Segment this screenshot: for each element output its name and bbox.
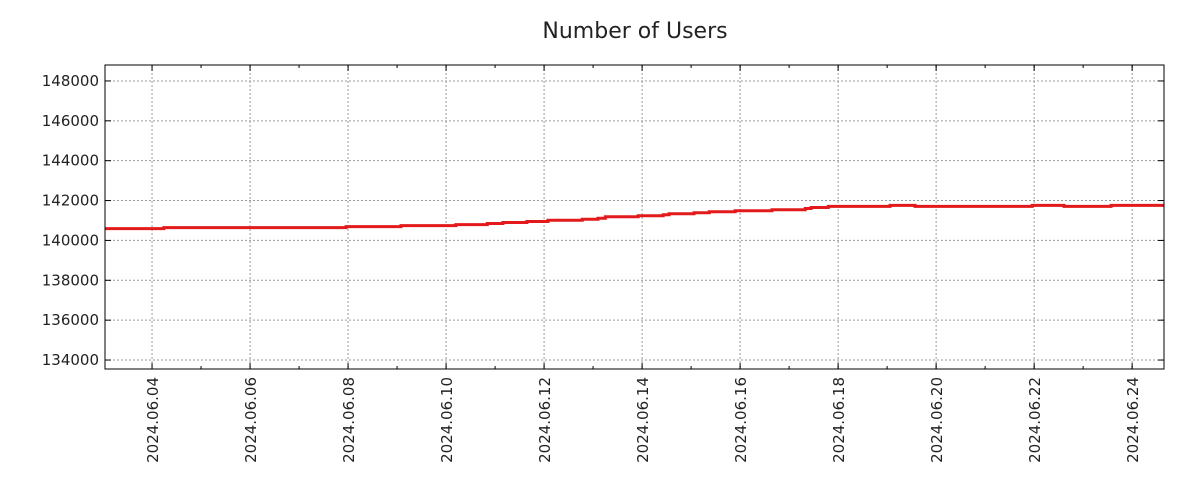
x-tick-label: 2024.06.06 xyxy=(242,377,260,463)
series-layer xyxy=(105,203,1164,231)
series-line xyxy=(105,203,1164,231)
plot-frame xyxy=(104,64,1165,370)
x-tick-label: 2024.06.14 xyxy=(634,377,652,463)
chart-title: Number of Users xyxy=(542,19,727,44)
y-tick-label: 146000 xyxy=(42,112,99,130)
y-tick-label: 136000 xyxy=(42,311,99,329)
y-tick-label: 138000 xyxy=(42,271,99,289)
y-tick-label: 140000 xyxy=(42,231,99,249)
x-tick-label: 2024.06.04 xyxy=(144,377,162,463)
axis-ticks: 134000 136000 138000 140000 142000 144000 1460… xyxy=(42,65,1164,463)
x-tick-label: 2024.06.16 xyxy=(732,377,750,463)
grid xyxy=(105,65,1164,369)
x-tick-label: 2024.06.18 xyxy=(830,377,848,463)
y-tick-label: 142000 xyxy=(42,192,99,210)
x-tick-label: 2024.06.08 xyxy=(340,377,358,463)
y-tick-label: 134000 xyxy=(42,351,99,369)
x-tick-label: 2024.06.20 xyxy=(928,377,946,463)
y-tick-label: 148000 xyxy=(42,72,99,90)
x-tick-label: 2024.06.10 xyxy=(438,377,456,463)
x-tick-label: 2024.06.24 xyxy=(1124,377,1142,463)
x-tick-label: 2024.06.12 xyxy=(536,377,554,463)
y-tick-label: 144000 xyxy=(42,152,99,170)
x-tick-label: 2024.06.22 xyxy=(1026,377,1044,463)
